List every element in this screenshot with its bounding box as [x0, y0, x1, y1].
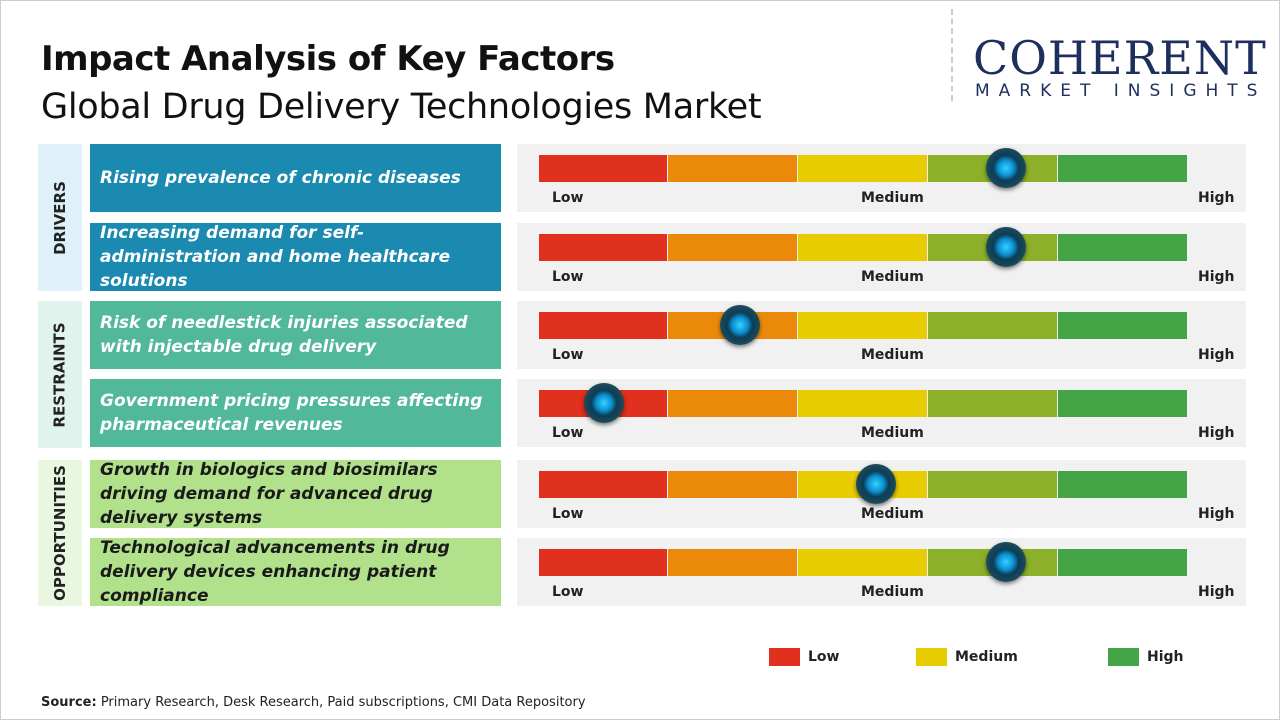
- legend-swatch: [916, 648, 947, 666]
- logo-wordmark: COHERENT: [973, 31, 1267, 85]
- scale-label-low: Low: [552, 584, 584, 600]
- source-note: Source: Primary Research, Desk Research,…: [41, 695, 586, 710]
- gauge-segment: [798, 549, 927, 576]
- gauge-segment: [539, 234, 667, 261]
- impact-gauge: Low Medium High: [517, 538, 1246, 606]
- gauge-segment: [1058, 390, 1187, 417]
- gauge-segment: [668, 234, 797, 261]
- gauge-segment: [1058, 549, 1187, 576]
- factor-label: Government pricing pressures affecting p…: [90, 379, 501, 447]
- scale-label-low: Low: [552, 506, 584, 522]
- gauge-segment: [539, 312, 667, 339]
- legend-item: High: [1108, 648, 1184, 666]
- page-subtitle: Global Drug Delivery Technologies Market: [41, 87, 762, 127]
- impact-gauge: Low Medium High: [517, 460, 1246, 528]
- source-text: Primary Research, Desk Research, Paid su…: [96, 695, 586, 710]
- scale-label-high: High: [1198, 584, 1235, 600]
- legend-label: High: [1147, 649, 1184, 665]
- gauge-segment: [1058, 471, 1187, 498]
- gauge-segment: [1058, 155, 1187, 182]
- legend-item: Medium: [916, 648, 1018, 666]
- factor-label: Rising prevalence of chronic diseases: [90, 144, 501, 212]
- legend-item: Low: [769, 648, 839, 666]
- source-label: Source:: [41, 695, 97, 710]
- gauge-segment: [668, 390, 797, 417]
- impact-marker: [855, 464, 896, 504]
- impact-gauge: Low Medium High: [517, 301, 1246, 369]
- scale-label-high: High: [1198, 269, 1235, 285]
- page-title: Impact Analysis of Key Factors: [41, 39, 615, 79]
- logo-tagline: MARKET INSIGHTS: [975, 81, 1267, 101]
- gauge-segment: [1058, 234, 1187, 261]
- gauge-segment: [798, 155, 927, 182]
- category-drivers: DRIVERS: [38, 144, 82, 291]
- scale-label-medium: Medium: [861, 506, 924, 522]
- impact-gauge: Low Medium High: [517, 223, 1246, 291]
- impact-marker: [719, 305, 760, 345]
- gauge-segment: [668, 471, 797, 498]
- legend-swatch: [1108, 648, 1139, 666]
- gauge-segment: [798, 390, 927, 417]
- gauge-segment: [668, 155, 797, 182]
- scale-label-high: High: [1198, 347, 1235, 363]
- scale-label-high: High: [1198, 506, 1235, 522]
- legend-label: Low: [808, 649, 840, 665]
- impact-gauge: Low Medium High: [517, 144, 1246, 212]
- factor-label: Increasing demand for self-administratio…: [90, 223, 501, 291]
- factor-label: Risk of needlestick injuries associated …: [90, 301, 501, 369]
- scale-label-medium: Medium: [861, 269, 924, 285]
- impact-marker: [583, 383, 624, 423]
- category-restraints: RESTRAINTS: [38, 301, 82, 448]
- impact-marker: [985, 227, 1026, 267]
- impact-gauge: Low Medium High: [517, 379, 1246, 447]
- gauge-segment: [798, 234, 927, 261]
- gauge-segment: [1058, 312, 1187, 339]
- category-label: RESTRAINTS: [51, 321, 70, 428]
- gauge-segment: [928, 390, 1057, 417]
- scale-label-low: Low: [552, 347, 584, 363]
- scale-label-high: High: [1198, 190, 1235, 206]
- gauge-segment: [539, 549, 667, 576]
- impact-marker: [985, 542, 1026, 582]
- scale-label-high: High: [1198, 425, 1235, 441]
- scale-label-medium: Medium: [861, 190, 924, 206]
- scale-label-medium: Medium: [861, 425, 924, 441]
- category-opportunities: OPPORTUNITIES: [38, 460, 82, 606]
- legend-label: Medium: [955, 649, 1018, 665]
- gauge-segment: [928, 312, 1057, 339]
- scale-label-medium: Medium: [861, 584, 924, 600]
- logo: COHERENT MARKET INSIGHTS: [951, 9, 1271, 101]
- scale-label-low: Low: [552, 425, 584, 441]
- scale-label-low: Low: [552, 269, 584, 285]
- gauge-segment: [539, 155, 667, 182]
- category-label: OPPORTUNITIES: [51, 465, 69, 601]
- legend-swatch: [769, 648, 800, 666]
- impact-marker: [985, 148, 1026, 188]
- gauge-segment: [539, 471, 667, 498]
- scale-label-medium: Medium: [861, 347, 924, 363]
- factor-label: Technological advancements in drug deliv…: [90, 538, 501, 606]
- gauge-segment: [668, 549, 797, 576]
- factor-label: Growth in biologics and biosimilars driv…: [90, 460, 501, 528]
- category-label: DRIVERS: [51, 180, 70, 255]
- scale-label-low: Low: [552, 190, 584, 206]
- gauge-segment: [928, 471, 1057, 498]
- gauge-segment: [798, 312, 927, 339]
